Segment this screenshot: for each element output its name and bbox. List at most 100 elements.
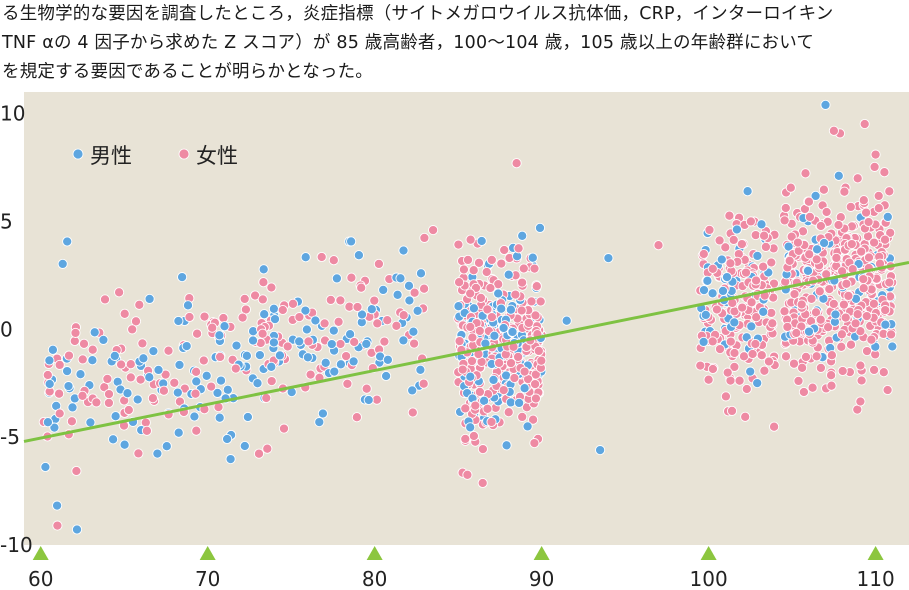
female-point	[729, 347, 740, 359]
female-point	[342, 378, 353, 389]
female-point	[419, 232, 430, 243]
female-point	[856, 375, 867, 386]
female-point	[885, 227, 896, 238]
female-point	[87, 344, 98, 355]
male-point	[348, 356, 359, 367]
female-point	[826, 380, 837, 391]
female-point	[536, 355, 547, 366]
male-point	[700, 309, 711, 320]
female-point	[884, 277, 895, 288]
female-point	[780, 202, 791, 214]
female-point	[473, 257, 485, 268]
female-point	[811, 351, 822, 362]
female-point	[839, 186, 850, 197]
female-point	[462, 254, 474, 265]
male-point	[52, 500, 63, 511]
male-point	[729, 317, 740, 328]
male-point	[752, 250, 763, 261]
female-point	[737, 302, 748, 313]
male-point	[44, 378, 55, 390]
male-point	[144, 372, 155, 383]
female-point	[467, 332, 478, 343]
female-point	[482, 403, 493, 414]
x-tick-label: 100	[690, 567, 728, 590]
female-point	[707, 363, 718, 375]
legend-male-label: 男性	[90, 144, 132, 168]
female-point	[738, 351, 750, 362]
female-point	[465, 234, 476, 245]
female-point	[373, 258, 384, 269]
female-point	[287, 298, 299, 309]
body-text: る生物学的な要因を調査したところ，炎症指標（サイトメガロウイルス抗体価，CRP，…	[0, 0, 909, 88]
female-point	[505, 358, 517, 369]
male-point	[258, 264, 269, 275]
female-point	[745, 216, 756, 227]
male-point	[356, 309, 368, 320]
male-point	[152, 448, 163, 459]
female-point	[482, 304, 493, 315]
female-point	[800, 168, 811, 179]
female-point	[486, 254, 497, 265]
male-point	[746, 321, 757, 332]
female-point	[382, 315, 393, 326]
female-point	[218, 312, 229, 324]
male-point	[698, 336, 709, 347]
female-point	[535, 296, 546, 307]
female-point	[52, 520, 63, 531]
male-point	[44, 355, 55, 366]
female-point	[726, 405, 738, 416]
female-point	[526, 296, 537, 307]
female-point	[698, 248, 709, 260]
male-point	[378, 284, 389, 295]
female-point	[125, 372, 136, 383]
male-point	[465, 371, 476, 382]
male-point	[89, 327, 100, 338]
male-point	[173, 315, 184, 327]
female-point	[458, 264, 469, 275]
female-point	[811, 254, 822, 265]
x-tick-label: 60	[28, 567, 53, 590]
male-point	[819, 237, 830, 249]
female-point	[836, 341, 847, 352]
male-point	[382, 354, 393, 365]
female-point	[741, 383, 752, 395]
female-point	[237, 312, 248, 323]
female-point	[517, 411, 528, 422]
female-point	[114, 287, 125, 298]
male-point	[153, 364, 164, 375]
female-point	[767, 318, 778, 329]
female-point	[846, 239, 857, 250]
female-point	[328, 255, 339, 266]
female-point	[868, 298, 879, 309]
female-point	[477, 444, 488, 455]
female-point	[134, 299, 145, 310]
female-point	[470, 400, 481, 411]
female-point	[529, 263, 540, 274]
female-point	[462, 469, 473, 480]
female-point	[533, 345, 544, 356]
female-point	[861, 311, 872, 322]
female-point	[379, 336, 390, 347]
female-point	[797, 362, 808, 373]
female-point	[503, 407, 514, 418]
male-point	[404, 295, 415, 306]
female-point	[409, 287, 420, 298]
female-point	[807, 382, 818, 393]
female-point	[460, 403, 471, 414]
male-point	[57, 258, 68, 269]
female-point	[116, 359, 127, 370]
male-point	[122, 388, 133, 399]
male-point	[603, 253, 614, 264]
female-point	[516, 305, 527, 316]
male-point	[314, 417, 325, 428]
female-point	[725, 336, 736, 347]
female-point	[722, 367, 733, 378]
male-point	[241, 350, 252, 361]
male-point	[87, 355, 98, 366]
female-point	[316, 251, 327, 263]
female-point	[261, 392, 272, 404]
male-point	[465, 422, 476, 433]
female-point	[510, 289, 521, 300]
female-point	[863, 216, 874, 228]
